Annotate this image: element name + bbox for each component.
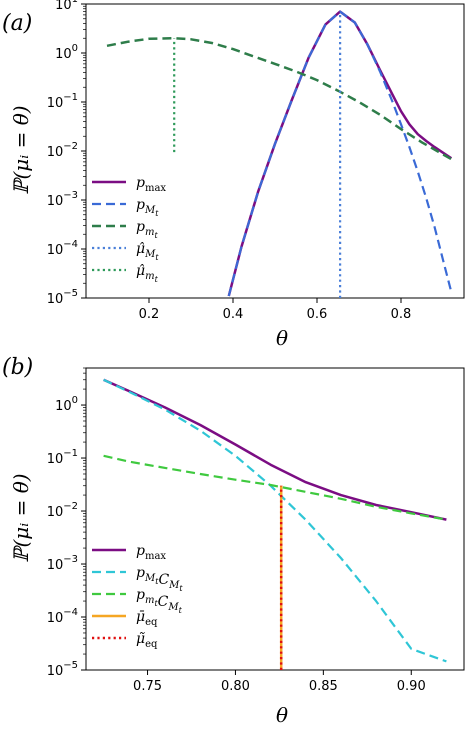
legend-label: pmax: [136, 543, 166, 562]
series-line: [106, 36, 453, 161]
y-tick-label: 10−1: [47, 448, 78, 467]
x-tick-label: 0.2: [139, 307, 160, 322]
y-tick-label: 100: [55, 395, 78, 414]
panel-a: (a) ℙ(μᵢ = θ) θ 0.2 0.4 0.6 0.8 10−5 10−4 10−3…: [2, 0, 465, 350]
legend-label: μ̄eq: [136, 609, 158, 628]
series-line: [103, 378, 447, 521]
y-tick-label: 10−5: [47, 660, 78, 679]
legend-label: pMt: [136, 197, 159, 218]
legend-label: pmax: [136, 175, 166, 194]
y-tick-label: 101: [55, 0, 78, 13]
panel-b-ylabel: ℙ(μᵢ = θ): [9, 473, 33, 562]
y-tick-label: 100: [55, 43, 78, 62]
panel-a-plot-area: 0.2 0.4 0.6 0.8 10−5 10−4 10−3 10−2 10−1 100 101 pm…: [47, 0, 465, 322]
panel-b-plot-area: 0.75 0.80 0.85 0.90 10−5 10−4 10−3 10−2 10−1 100 p…: [47, 367, 465, 694]
y-tick-label: 10−5: [47, 288, 78, 307]
legend-label: μ̂Mt: [136, 241, 159, 262]
x-tick-label: 0.85: [309, 679, 338, 694]
panel-a-label: (a): [2, 11, 32, 36]
panel-b-label: (b): [2, 355, 33, 380]
legend-label: μ̃eq: [136, 631, 158, 650]
legend-label: pmt: [136, 219, 158, 240]
series-line: [227, 10, 453, 297]
y-tick-label: 10−3: [47, 554, 78, 573]
x-tick-label: 0.6: [307, 307, 328, 322]
x-tick-label: 0.75: [133, 679, 162, 694]
y-tick-label: 10−2: [47, 501, 78, 520]
x-tick-label: 0.4: [223, 307, 244, 322]
y-tick-label: 10−2: [47, 141, 78, 160]
x-tick-label: 0.90: [397, 679, 426, 694]
y-tick-label: 10−3: [47, 190, 78, 209]
series-line: [103, 454, 447, 521]
x-tick-label: 0.80: [221, 679, 250, 694]
x-tick-label: 0.8: [391, 307, 412, 322]
panel-a-ylabel: ℙ(μᵢ = θ): [9, 105, 33, 194]
y-tick-label: 10−4: [47, 607, 78, 626]
panel-b: (b) ℙ(μᵢ = θ) θ 0.75 0.80 0.85 0.90 10−5 10−4…: [2, 355, 465, 727]
legend-label: μ̂mt: [136, 263, 159, 284]
panel-a-xlabel: θ: [276, 326, 288, 350]
y-tick-label: 10−4: [47, 239, 78, 258]
y-tick-label: 10−1: [47, 92, 78, 111]
panel-b-xlabel: θ: [276, 703, 288, 727]
